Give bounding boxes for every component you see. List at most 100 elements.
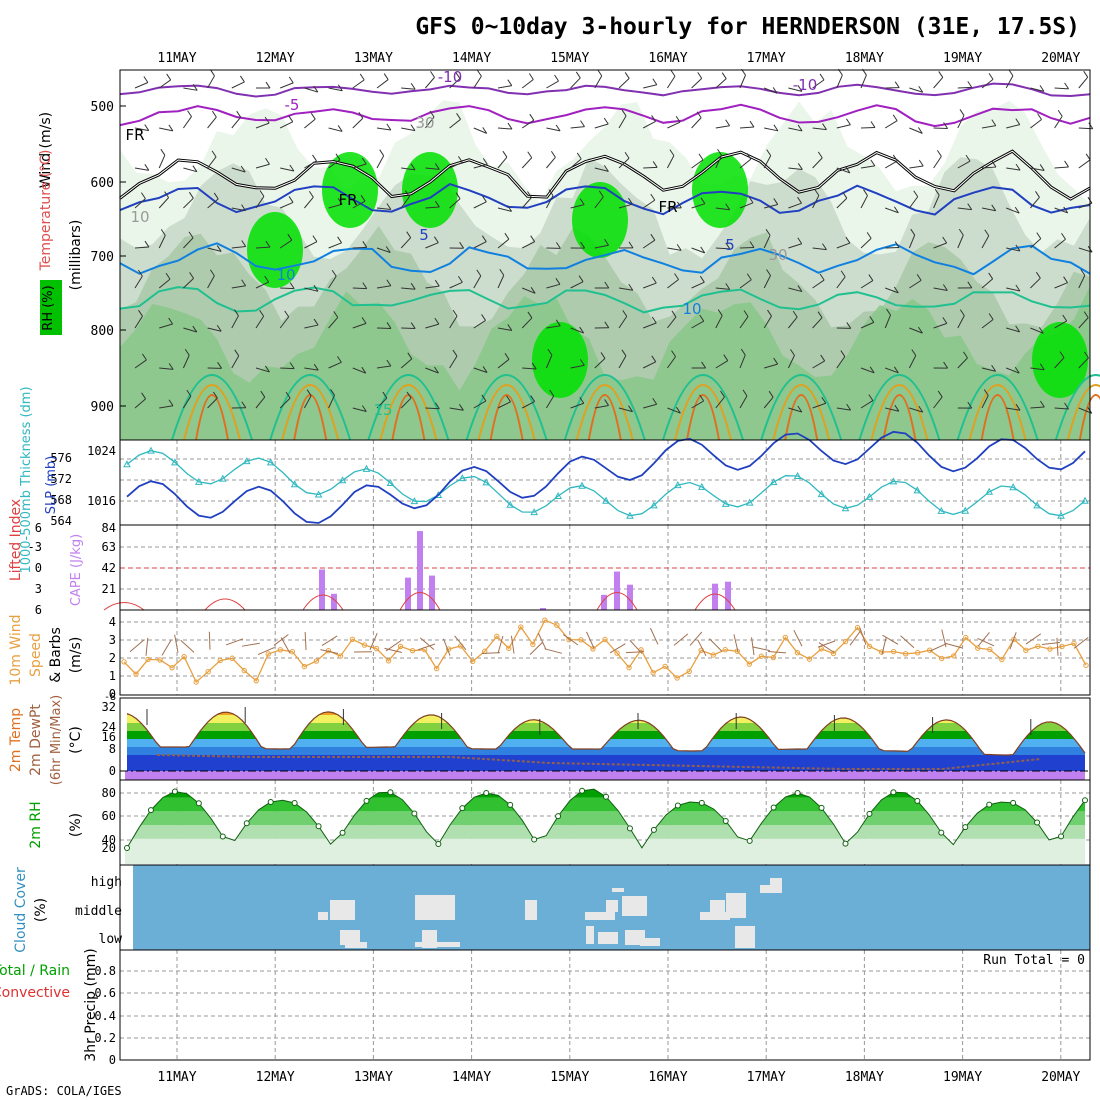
temp-contour-25 [882, 394, 917, 441]
wind-barb [618, 316, 628, 329]
wind-barb-flag [330, 389, 335, 396]
pressure-tick-label: 700 [91, 250, 114, 265]
wind-speed-marker [842, 638, 849, 645]
wind-barb-flag [386, 203, 392, 210]
rh-marker [794, 790, 801, 797]
wind-barb [376, 285, 391, 289]
thickness-axis-label: 1000-500mb Thickness (dm) [19, 386, 34, 573]
wind-barb-flag [310, 112, 316, 120]
cloud-cover-block [598, 932, 618, 944]
wind-barb-flag [531, 362, 537, 370]
cape-axis-label: CAPE (J/kg) [69, 534, 84, 606]
wind-barb [812, 402, 826, 409]
cape-bar [627, 584, 633, 610]
wind-barb [497, 207, 512, 212]
wind-barb [159, 367, 174, 370]
wind-barb-flag [312, 235, 318, 242]
wind-barb [981, 125, 996, 129]
wind-barb-flag [766, 149, 772, 156]
wind-barb-flag [628, 197, 633, 205]
upper-air-panel: -10 -10 -5 FR FR FR 5 5 10 10 15 10 30 30 500 600 700 800… [38, 68, 1100, 441]
wind-speed-marker [662, 663, 668, 670]
wind-barb [957, 86, 972, 89]
wind-speed-marker [782, 634, 789, 641]
wind-barb-flag [211, 150, 217, 158]
wind-barb-flag [967, 81, 973, 88]
wind-barb [691, 77, 703, 89]
wind-barb-flag [1039, 400, 1045, 408]
contour-label: 30 [768, 246, 787, 264]
thickness-marker [1057, 511, 1065, 519]
cape-bar [725, 581, 731, 610]
wind-barb-10m [454, 635, 467, 651]
rh-marker [555, 813, 562, 820]
rh-marker [507, 801, 514, 808]
wind-barb-flag [289, 282, 295, 289]
wind-barb [207, 247, 222, 252]
wind-barb [497, 238, 510, 249]
wind-barb [352, 322, 367, 329]
wind-barb-flag [434, 200, 440, 208]
wind-barb-flag [288, 196, 294, 203]
wind-barb [642, 121, 656, 129]
wind-barb [545, 354, 553, 369]
wind-barb [836, 276, 846, 289]
wind-barb [860, 165, 875, 169]
wind-barb [812, 157, 823, 169]
wind-barb-10m [817, 640, 836, 648]
wind-speed-marker [1059, 643, 1065, 650]
rh-marker [219, 833, 226, 840]
wind-barb-flag [1064, 402, 1069, 410]
wind-barb-flag [765, 229, 771, 236]
wind-speed-marker [902, 651, 909, 657]
wind-barb [376, 397, 388, 409]
wind-speed-marker [806, 656, 813, 662]
freezing-level-inner [119, 150, 1091, 200]
wind-barb [763, 235, 771, 249]
wind-barb-flag [499, 268, 505, 276]
contour-label: 5 [419, 226, 429, 244]
thickness-line [126, 450, 1086, 517]
wind-barb [908, 234, 916, 249]
thickness-marker [290, 480, 299, 488]
wind-barb-flag [967, 203, 973, 210]
wind-barb [788, 127, 803, 132]
wind-barb-flag [362, 241, 368, 248]
wind-barb-flag [725, 203, 731, 211]
wind-barb [739, 316, 749, 329]
wind-barb [836, 356, 846, 369]
thickness-tick-label: 576 [50, 451, 72, 465]
wind-barb [279, 121, 293, 129]
wind-barb [352, 246, 367, 249]
wind-barb [788, 167, 803, 170]
date-label-top: 12MAY [256, 51, 295, 66]
wind-barb-flag [210, 69, 215, 77]
contour-label: FR [125, 126, 144, 144]
lifted-tick-label: -3 [28, 540, 42, 554]
wind-barb-flag [797, 124, 803, 132]
lifted-tick-label: 3 [35, 582, 42, 596]
wind-barb-flag [481, 314, 486, 321]
rh-marker [435, 841, 442, 848]
wind-barb-flag [699, 394, 705, 402]
wind-barb [231, 315, 239, 329]
temp-below-zero-band [125, 771, 1085, 780]
date-label-bottom: 18MAY [845, 1070, 884, 1085]
wind-speed-marker [987, 646, 993, 653]
wind-barb-flag [240, 165, 246, 173]
wind-barb [231, 207, 246, 212]
wind-barb [933, 322, 947, 329]
wind-barb [521, 79, 534, 89]
wind-barb [207, 327, 222, 332]
wind-barb [981, 235, 990, 249]
thickness-marker [554, 491, 562, 500]
wind-barb [183, 327, 197, 333]
wind-barb [1030, 119, 1042, 129]
wind-barb-10m [752, 646, 771, 652]
temp-contour-25 [980, 394, 1015, 441]
wind-barb-10m [443, 638, 451, 656]
wind-barb [812, 79, 825, 89]
temp-axis-label-2: 2m DewPt [28, 704, 44, 776]
thickness-marker [602, 496, 610, 504]
wind-barb-flag [264, 275, 270, 283]
